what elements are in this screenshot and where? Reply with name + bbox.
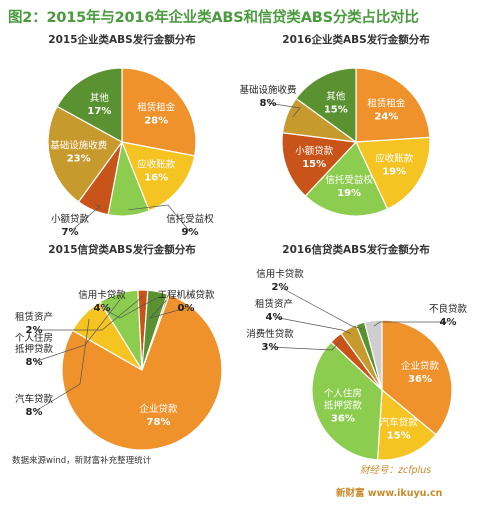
chart-2-slice-3 <box>304 140 389 217</box>
chart-2-slice-1-label: 租赁租金 <box>367 98 406 110</box>
chart-4-slice-7-leader-line <box>373 321 448 327</box>
chart-4-slice-5-pct: 4% <box>266 312 283 323</box>
chart-1-slice-5-pct: 23% <box>67 154 91 165</box>
chart-1-slice-2-pct: 16% <box>144 172 168 183</box>
figure-title: 图2：2015年与2016年企业类ABS和信贷类ABS分类占比对比 <box>8 10 419 26</box>
chart-3-slice-5-pct: 4% <box>94 303 111 314</box>
chart-2-slice-1 <box>355 67 431 143</box>
chart-2-slice-2-pct: 19% <box>382 167 406 178</box>
chart-2-slice-5-label: 基础设施收费 <box>239 84 296 96</box>
chart-4-slice-2-pct: 15% <box>387 431 411 442</box>
chart-4-slice-6-leader-line <box>279 286 363 330</box>
chart-3-slice-1-pct: 78% <box>147 417 171 428</box>
chart-2-slice-5-pct: 8% <box>260 98 277 109</box>
chart-1-slice-2 <box>121 141 196 212</box>
chart-4-slice-3-label-line-1: 个人住房 <box>324 388 362 400</box>
chart-2-slice-4-label: 小额贷款 <box>295 145 334 157</box>
chart-2-slice-1-pct: 24% <box>374 112 398 123</box>
chart-1-slice-1 <box>121 67 197 157</box>
chart-1-slice-6-label: 其他 <box>90 92 110 104</box>
chart-3-slice-2-label: 汽车贷款 <box>15 393 54 405</box>
chart-1-slice-6-pct: 17% <box>87 106 111 117</box>
chart-3-slice-6-pct: 0% <box>178 303 195 314</box>
chart-3-slice-3-label-line-2: 抵押贷款 <box>15 343 54 355</box>
chart-2-slice-3-label: 信托受益权 <box>325 174 373 186</box>
chart-3-slice-6 <box>141 293 171 371</box>
chart-1-slice-4-label: 小额贷款 <box>51 213 90 225</box>
chart-2-slice-6-label: 其他 <box>326 90 346 102</box>
chart-3-slice-5-leader-line <box>101 297 157 319</box>
chart-2-slice-3-pct: 19% <box>337 188 361 199</box>
chart-1-slice-1-pct: 28% <box>144 116 168 127</box>
chart-1-slice-4-leader-line <box>69 204 101 233</box>
site-watermark: 新财富 www.ikuyu.cn <box>336 488 443 499</box>
chart-3-slice-6-leader-line <box>148 300 187 319</box>
chart-1-slice-3-pct: 9% <box>182 227 199 238</box>
chart-2-slice-6 <box>295 67 357 144</box>
chart-4-slice-2-label: 汽车贷款 <box>380 417 419 429</box>
chart-3-slice-4-label: 租赁资产 <box>15 311 53 323</box>
chart-4-slice-4-label: 消费性贷款 <box>246 328 294 340</box>
chart-3-slice-2-leader-line <box>33 318 90 413</box>
chart-1-slice-3-leader-line <box>128 204 191 233</box>
chart-3-title: 2015信贷类ABS发行金额分布 <box>48 243 196 256</box>
chart-4-slice-5-label: 租赁资产 <box>255 298 293 310</box>
chart-3-slice-3-pct: 8% <box>26 357 43 368</box>
chart-3-slice-4-leader-line <box>34 296 144 331</box>
chart-4-slice-6-pct: 2% <box>272 282 289 293</box>
chart-4-slice-4-leader-line <box>269 341 340 351</box>
chart-1-slice-4-pct: 7% <box>62 227 79 238</box>
chart-2-title: 2016企业类ABS发行金额分布 <box>282 33 430 46</box>
chart-4-slice-1-label: 企业贷款 <box>401 360 440 372</box>
chart-4-slice-5-leader-line <box>273 316 352 334</box>
chart-2-slice-2-label: 应收账款 <box>375 153 414 165</box>
chart-1-title: 2015企业类ABS发行金额分布 <box>48 33 196 46</box>
chart-1-slice-5-label: 基础设施收费 <box>50 140 107 152</box>
chart-4-slice-7-pct: 4% <box>440 317 457 328</box>
chart-2-slice-4-pct: 15% <box>302 159 326 170</box>
chart-1-slice-5 <box>47 105 123 203</box>
chart-1-slice-3-label: 信托受益权 <box>166 213 214 225</box>
chart-1-slice-6 <box>56 67 123 144</box>
chart-2-slice-6-pct: 15% <box>324 104 348 115</box>
chart-4-slice-7 <box>363 319 383 391</box>
chart-4-slice-4-pct: 3% <box>262 342 279 353</box>
chart-3-slice-5-label: 信用卡贷款 <box>78 289 126 301</box>
chart-4-slice-3-label-line-2: 抵押贷款 <box>324 400 363 412</box>
chart-3-slice-1 <box>61 294 223 451</box>
chart-2-slice-5-leader-line <box>267 102 301 118</box>
source-note: 数据来源wind，新财富补充整理统计 <box>12 456 152 466</box>
chart-4-title: 2016信贷类ABS发行金额分布 <box>282 243 430 256</box>
chart-3-slice-1-label: 企业贷款 <box>139 403 178 415</box>
chart-2-slice-2 <box>355 136 431 210</box>
chart-4-slice-6-label: 信用卡贷款 <box>256 268 304 280</box>
chart-3-slice-4-pct: 2% <box>26 325 43 336</box>
chart-3-slice-2-pct: 8% <box>26 407 43 418</box>
chart-4-slice-3-pct: 36% <box>331 414 355 425</box>
chart-4-slice-1-pct: 36% <box>408 374 432 385</box>
chart-4-slice-2 <box>376 388 437 461</box>
wechat-watermark: 财经号：zcfplus <box>360 465 432 476</box>
chart-3-slice-3-label-line-1: 个人住房 <box>15 332 53 344</box>
chart-3-slice-3-leader-line <box>33 299 121 363</box>
chart-4-slice-7-label: 不良贷款 <box>429 303 468 315</box>
chart-3-slice-6-label: 工程机械贷款 <box>157 289 215 301</box>
chart-2-slice-4 <box>281 132 358 197</box>
chart-1-slice-2-label: 应收账款 <box>137 158 176 170</box>
chart-1-slice-1-label: 租赁租金 <box>137 102 176 114</box>
chart-4-slice-3 <box>311 341 383 461</box>
